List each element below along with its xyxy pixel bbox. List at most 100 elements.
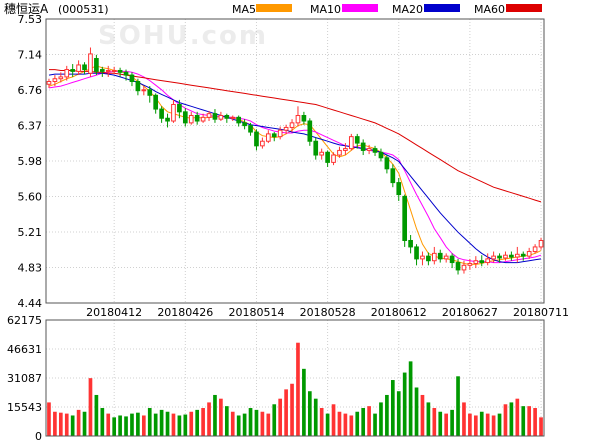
candle-down (129, 74, 135, 82)
volume-bar-down (521, 406, 526, 436)
candle-up (473, 260, 479, 264)
volume-bar-up (278, 398, 283, 436)
volume-bar-up (503, 404, 508, 436)
candle-down (372, 148, 378, 153)
volume-bar-up (47, 402, 51, 436)
volume-bar-up (473, 415, 478, 436)
candle-down (254, 131, 259, 147)
candle-up (76, 64, 81, 72)
price-y-tick-label: 5.98 (18, 155, 43, 168)
candle-down (378, 151, 384, 159)
volume-bar-down (426, 402, 431, 436)
price-y-tick-label: 6.37 (18, 120, 43, 133)
date-tick-label: 20180412 (86, 306, 142, 319)
candle-up (295, 115, 301, 124)
candle-down (117, 69, 123, 73)
volume-bar-up (349, 415, 354, 436)
candle-up (443, 255, 449, 260)
date-tick-label: 20180528 (300, 306, 356, 319)
price-y-axis: 7.53 7.14 6.76 6.37 5.98 5.60 5.21 4.83 4.44 (18, 13, 43, 310)
volume-bar-down (456, 376, 460, 436)
candle-up (532, 246, 538, 253)
candle-down (82, 64, 87, 71)
candle-up (461, 264, 467, 271)
date-tick-label: 20180711 (513, 306, 569, 319)
volume-bar-up (462, 402, 466, 436)
candle-up (88, 53, 93, 74)
candle-up (503, 254, 508, 259)
candle-up (420, 255, 425, 260)
candle-down (159, 108, 164, 119)
candle-down (123, 71, 129, 76)
volume-bar-up (219, 398, 223, 436)
volume-bar-up (444, 413, 449, 436)
candle-down (224, 115, 230, 119)
volume-bar-up (260, 411, 265, 436)
volume-y-tick-label: 46631 (7, 343, 42, 356)
volume-bar-down (390, 380, 395, 436)
volume-bar-up (53, 411, 57, 436)
volume-bar-up (171, 413, 176, 436)
volume-bar-down (373, 413, 377, 436)
volume-bar-down (183, 414, 188, 436)
volume-bar-up (64, 413, 69, 436)
volume-bar-down (450, 409, 454, 436)
volume-bar-up (468, 413, 472, 436)
volume-y-axis: 62175 46631 31087 15543 0 (7, 314, 42, 440)
candle-down (165, 117, 170, 122)
volume-bar-down (224, 406, 229, 436)
ma-line-ma60 (49, 69, 542, 203)
volume-bar-down (136, 412, 140, 436)
volume-bar-down (361, 408, 366, 436)
legend-swatch-ma60 (506, 4, 542, 12)
volume-bar-up (485, 413, 490, 436)
volume-bar-down (242, 413, 247, 436)
volume-y-tick-label: 62175 (7, 314, 42, 327)
price-y-tick-label: 7.14 (18, 49, 43, 62)
candle-down (455, 262, 461, 271)
volume-bar-up (58, 412, 63, 436)
volume-bar-down (402, 372, 407, 436)
volume-bar-up (533, 408, 537, 436)
candle-up (111, 69, 117, 72)
price-y-tick-label: 5.21 (18, 226, 43, 239)
volume-bar-up (284, 389, 288, 436)
stock-code: (000531) (58, 3, 109, 16)
volume-bar-up (337, 411, 342, 436)
candle-down (99, 69, 105, 72)
candle-up (141, 89, 147, 92)
candle-down (248, 125, 253, 133)
watermark: SOHU.com (98, 21, 268, 51)
volume-bar-down (147, 408, 152, 436)
volume-bar-up (319, 408, 324, 436)
ma-line-ma5 (48, 65, 542, 265)
price-panel: 7.53 7.14 6.76 6.37 5.98 5.60 5.21 4.83 4.44 201… (18, 13, 570, 319)
candle-up (58, 76, 64, 80)
candle-up (467, 262, 473, 266)
candle-down (135, 80, 141, 92)
candle-up (343, 148, 348, 151)
candle-up (171, 103, 176, 122)
volume-bar-up (230, 411, 235, 436)
candle-down (497, 255, 502, 259)
candle-down (212, 113, 218, 120)
candle-down (182, 111, 188, 124)
candle-down (426, 255, 431, 262)
volume-bar-down (385, 394, 389, 436)
volume-bar-up (527, 406, 532, 436)
candle-up (265, 133, 271, 142)
candle-down (307, 120, 313, 142)
candle-down (408, 240, 413, 248)
volume-y-tick-label: 31087 (7, 372, 42, 385)
volume-bar-down (213, 394, 217, 436)
volume-bar-up (201, 408, 205, 436)
moving-average-lines (48, 65, 542, 265)
candle-up (331, 154, 336, 163)
volume-bar-down (118, 415, 122, 436)
volume-bar-down (100, 408, 105, 436)
legend-swatch-ma10 (342, 4, 378, 12)
stock-name: 穗恒运A (4, 2, 49, 16)
candle-down (325, 151, 330, 163)
volume-bar-up (343, 413, 348, 436)
